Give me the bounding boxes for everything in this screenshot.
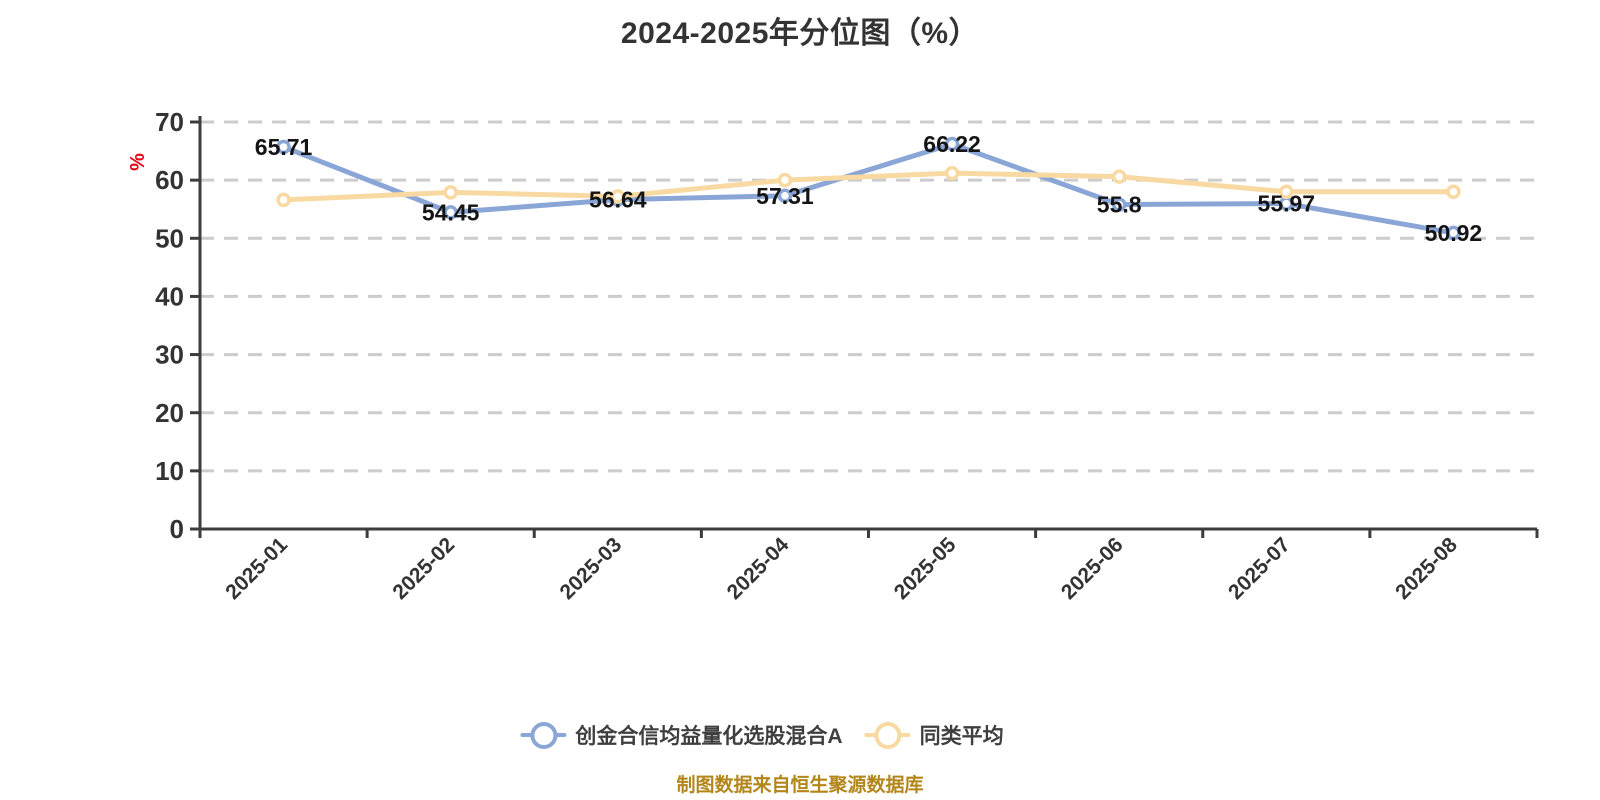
y-axis-unit-label: %: [127, 153, 149, 171]
chart-title: 2024-2025年分位图（%）: [620, 17, 980, 50]
x-tick-label: 2025-08: [1391, 533, 1462, 604]
y-tick-label: 40: [155, 282, 184, 312]
y-tick-label: 30: [155, 340, 184, 370]
legend: 创金合信均益量化选股混合A 同类平均: [520, 720, 1004, 750]
data-point[interactable]: [1111, 169, 1127, 184]
x-tick-label: 2025-06: [1057, 533, 1128, 604]
data-point[interactable]: [1446, 225, 1461, 241]
y-tick-label: 20: [155, 398, 184, 428]
data-point[interactable]: [443, 205, 458, 220]
x-tick-label: 2025-02: [388, 533, 459, 604]
data-point[interactable]: [944, 165, 960, 181]
data-point[interactable]: [276, 139, 291, 155]
x-tick-label: 2025-07: [1224, 533, 1295, 604]
data-label: 54.45: [422, 199, 480, 225]
data-label: 66.22: [923, 131, 981, 157]
x-tick-label: 2025-05: [890, 533, 961, 604]
data-point[interactable]: [944, 136, 960, 152]
series-line-1: [281, 170, 1456, 203]
y-tick-label: 60: [155, 165, 184, 195]
legend-label-average: 同类平均: [919, 725, 1004, 748]
data-point[interactable]: [276, 192, 291, 208]
x-tick-label: 2025-03: [556, 533, 627, 604]
data-label: 65.71: [255, 134, 313, 160]
series-line-0: [281, 141, 1456, 236]
data-point[interactable]: [443, 185, 458, 200]
data-label: 55.97: [1258, 191, 1316, 217]
data-label: 55.8: [1097, 192, 1142, 218]
data-label: 56.64: [589, 187, 647, 213]
fund-line-marker-icon: [520, 721, 567, 749]
y-tick-label: 0: [170, 514, 184, 544]
legend-circle: [529, 721, 557, 749]
data-point[interactable]: [777, 188, 793, 204]
x-tick-label: 2025-01: [221, 533, 292, 604]
y-tick-label: 70: [155, 107, 184, 137]
data-point[interactable]: [777, 172, 793, 188]
y-tick-label: 10: [155, 456, 184, 486]
legend-label-fund: 创金合信均益量化选股混合A: [575, 725, 843, 748]
legend-circle: [874, 721, 902, 749]
data-label: 57.31: [756, 183, 814, 209]
y-tick-label: 50: [155, 223, 184, 253]
legend-item-average[interactable]: 同类平均: [864, 720, 1004, 750]
data-point[interactable]: [610, 189, 626, 204]
x-tick-label: 2025-04: [723, 533, 794, 604]
legend-item-fund[interactable]: 创金合信均益量化选股混合A: [520, 720, 843, 750]
data-label: 50.92: [1425, 220, 1483, 246]
data-point[interactable]: [1279, 184, 1294, 200]
data-source-note: 制图数据来自恒生聚源数据库: [676, 775, 924, 796]
average-line-marker-icon: [864, 721, 911, 749]
data-point[interactable]: [1111, 197, 1127, 212]
data-point[interactable]: [1446, 184, 1461, 200]
